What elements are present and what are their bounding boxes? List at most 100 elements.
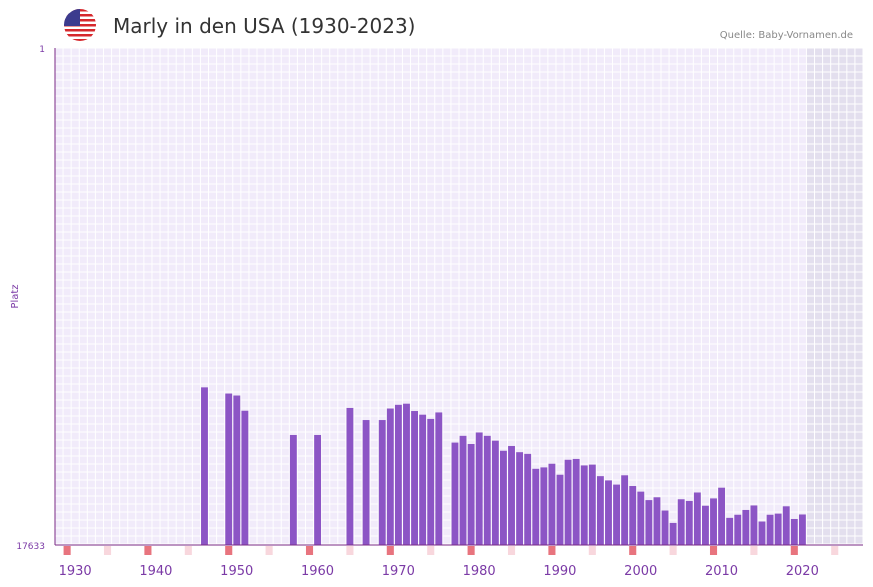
bar: [782, 506, 790, 545]
bar: [289, 434, 297, 545]
bar: [233, 395, 241, 545]
decade-marker: [548, 546, 556, 555]
decade-marker: [467, 546, 475, 555]
half-decade-marker: [750, 546, 758, 555]
decade-marker: [386, 546, 394, 555]
bar: [491, 440, 499, 545]
bar: [411, 411, 418, 545]
decade-marker: [63, 546, 71, 555]
bar: [758, 521, 766, 545]
x-tick-label: 2020: [786, 564, 819, 579]
bar: [629, 486, 637, 545]
bar: [225, 393, 233, 545]
bar: [702, 505, 709, 545]
bar: [661, 510, 669, 545]
decade-marker: [144, 546, 152, 555]
x-tick-label: 1990: [543, 564, 576, 579]
bar: [621, 475, 629, 545]
chart-title: Marly in den USA (1930-2023): [113, 14, 416, 38]
bar: [483, 435, 491, 545]
bar: [742, 509, 750, 545]
bar: [556, 474, 564, 545]
bar: [580, 465, 588, 545]
bar: [378, 420, 386, 545]
half-decade-marker: [669, 546, 677, 555]
year-markers: [63, 546, 839, 555]
bar: [508, 445, 515, 545]
half-decade-marker: [346, 546, 354, 555]
half-decade-marker: [588, 546, 596, 555]
bar: [564, 459, 572, 545]
bar: [548, 463, 556, 545]
bar: [532, 468, 540, 545]
bar: [314, 434, 322, 545]
decade-marker: [629, 546, 637, 555]
bar: [475, 432, 483, 545]
bar: [386, 408, 394, 545]
bar: [524, 453, 532, 545]
bar: [241, 410, 249, 545]
bar: [669, 522, 677, 545]
half-decade-marker: [184, 546, 192, 555]
bar: [710, 498, 717, 545]
grid-lines: [54, 47, 864, 545]
bar: [790, 518, 798, 545]
decade-marker: [305, 546, 314, 555]
bar: [645, 500, 653, 545]
bar: [427, 418, 435, 545]
y-tick-label: 1: [39, 45, 45, 55]
bar: [459, 435, 467, 545]
bar: [346, 407, 354, 545]
x-tick-label: 1930: [59, 564, 92, 579]
us-flag-icon: [64, 9, 96, 41]
bar: [734, 514, 742, 545]
decade-marker: [709, 546, 718, 555]
bar: [540, 467, 548, 545]
half-decade-marker: [427, 546, 435, 555]
bar: [572, 458, 580, 545]
bar: [637, 491, 645, 545]
bar: [451, 442, 459, 545]
bar: [419, 414, 427, 545]
half-decade-marker: [265, 546, 273, 555]
x-tick-label: 1940: [139, 564, 172, 579]
bar: [693, 492, 701, 545]
bar: [516, 452, 524, 545]
bar: [362, 420, 370, 545]
bar: [403, 403, 410, 545]
y-tick-label: 17633: [16, 542, 45, 552]
bar: [653, 497, 661, 545]
bar: [726, 517, 734, 545]
x-tick-label: 2000: [624, 564, 657, 579]
decade-marker: [790, 546, 798, 555]
bar: [798, 514, 806, 545]
y-axis-label: Platz: [10, 284, 21, 308]
bar: [500, 450, 507, 545]
bar: [766, 514, 774, 545]
bar: [467, 444, 475, 545]
bar: [718, 487, 726, 545]
bars: [201, 387, 806, 545]
y-tick-labels: 1 17633: [16, 45, 45, 552]
bar: [435, 412, 443, 545]
bar: [613, 484, 620, 545]
half-decade-marker: [507, 546, 516, 555]
bar: [596, 476, 604, 545]
bar: [677, 499, 685, 545]
bar: [750, 505, 758, 545]
x-tick-label: 1950: [220, 564, 253, 579]
bar: [394, 404, 402, 545]
bar: [605, 480, 612, 545]
x-tick-label: 2010: [705, 564, 738, 579]
bar: [588, 464, 596, 545]
x-tick-label: 1970: [382, 564, 415, 579]
x-tick-label: 1960: [301, 564, 334, 579]
half-decade-marker: [103, 546, 112, 555]
bar: [201, 387, 208, 545]
source-label: Quelle: Baby-Vornamen.de: [719, 30, 853, 41]
bar: [685, 500, 693, 545]
half-decade-marker: [831, 546, 839, 555]
x-tick-labels: 1930 1940 1950 1960 1970 1980 1990 2000 2010 2020: [59, 564, 819, 579]
